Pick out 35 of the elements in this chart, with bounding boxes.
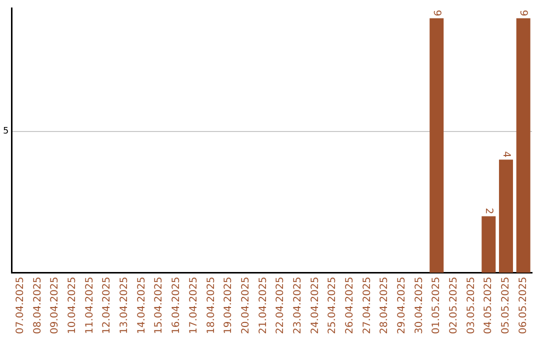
x-tick-label: 02.05.2025 — [448, 276, 460, 334]
data-label: 2 — [483, 208, 494, 214]
x-tick-label: 12.04.2025 — [102, 276, 113, 334]
x-tick-label: 15.04.2025 — [154, 276, 165, 334]
x-tick-label: 16.04.2025 — [171, 276, 182, 334]
x-tick-label: 29.04.2025 — [396, 276, 408, 334]
x-tick-label: 25.04.2025 — [327, 276, 338, 334]
x-tick-label: 20.04.2025 — [240, 276, 252, 334]
data-label: 9 — [518, 10, 529, 16]
x-tick-label: 11.04.2025 — [84, 276, 96, 334]
x-tick-label: 28.04.2025 — [379, 276, 390, 334]
data-label: 9 — [431, 10, 442, 16]
x-tick-label: 17.04.2025 — [188, 276, 200, 334]
x-tick-label: 01.05.2025 — [431, 276, 442, 334]
x-tick-label: 22.04.2025 — [275, 276, 286, 334]
y-tick-label: 5 — [2, 126, 9, 137]
x-tick-label: 21.04.2025 — [258, 276, 269, 334]
x-tick-label: 23.04.2025 — [292, 276, 304, 334]
x-tick-label: 13.04.2025 — [119, 276, 130, 334]
x-tick-label: 27.04.2025 — [362, 276, 373, 334]
x-tick-label: 14.04.2025 — [136, 276, 148, 334]
x-tick-label: 08.04.2025 — [32, 276, 44, 334]
x-tick-label: 06.05.2025 — [518, 276, 529, 334]
x-tick-label: 18.04.2025 — [206, 276, 217, 334]
x-tick-label: 03.05.2025 — [466, 276, 477, 334]
x-tick-label: 30.04.2025 — [414, 276, 425, 334]
x-tick-label: 10.04.2025 — [67, 276, 78, 334]
data-label: 4 — [500, 151, 512, 158]
x-tick-label: 26.04.2025 — [344, 276, 356, 334]
x-tick-label: 07.04.2025 — [14, 276, 26, 334]
x-tick-label: 24.04.2025 — [310, 276, 321, 334]
x-tick-label: 19.04.2025 — [223, 276, 234, 334]
x-tick-label: 05.05.2025 — [500, 276, 512, 334]
x-tick-label: 09.04.2025 — [50, 276, 61, 334]
x-tick-label: 04.05.2025 — [483, 276, 494, 334]
